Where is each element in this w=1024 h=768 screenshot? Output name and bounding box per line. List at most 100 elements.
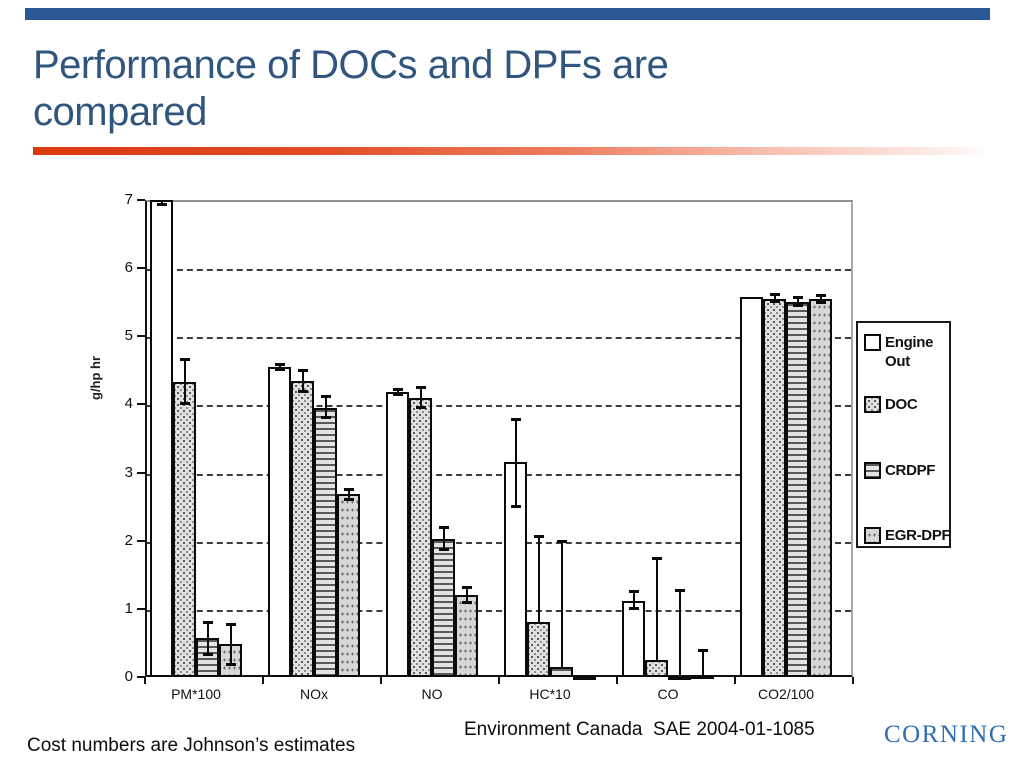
y-axis-tick (137, 539, 145, 542)
bar-doc (291, 380, 314, 677)
error-bar (396, 389, 399, 395)
x-axis-tick (734, 677, 736, 684)
error-bar (701, 649, 704, 675)
y-tick-label: 4 (124, 395, 133, 413)
y-axis-tick (137, 267, 145, 270)
error-bar-cap (461, 601, 472, 605)
error-bar-cap (415, 405, 426, 409)
bar-egr-dpf (455, 595, 478, 677)
gridline (147, 405, 851, 408)
error-bar-cap (556, 539, 567, 543)
legend-label: Engine Out (885, 334, 934, 370)
bar-doc (409, 397, 432, 677)
error-bar-cap (343, 497, 354, 501)
error-bar-cap (343, 487, 354, 491)
bar-egr-dpf (691, 674, 714, 679)
y-tick-label: 5 (124, 327, 133, 345)
error-bar-cap (769, 293, 780, 297)
error-bar (514, 419, 517, 507)
error-bar-cap (674, 589, 685, 593)
legend-item: Engine Out (864, 333, 951, 371)
x-category-label: CO (657, 686, 679, 702)
y-axis-tick (137, 403, 145, 406)
x-axis-tick (852, 677, 854, 684)
error-bar-cap (510, 418, 521, 422)
bar-doc (763, 298, 786, 677)
bar-engine-out (268, 366, 291, 677)
bar-crdpf (550, 666, 573, 677)
bar-egr-dpf (809, 298, 832, 677)
y-tick-label: 6 (124, 259, 133, 277)
error-bar (678, 590, 681, 676)
x-category-label: PM*100 (171, 686, 221, 702)
error-bar-cap (179, 357, 190, 361)
y-tick-label: 3 (124, 463, 133, 481)
error-bar (347, 488, 350, 500)
error-bar (419, 387, 422, 408)
x-category-label: NO (421, 686, 443, 702)
bar-doc (527, 622, 550, 677)
legend-swatch-engine-out-icon (864, 334, 881, 351)
error-bar (160, 200, 163, 205)
error-bar-cap (392, 392, 403, 396)
legend-label: CRDPF (885, 462, 936, 479)
bar-doc (173, 381, 196, 677)
error-bar-cap (320, 416, 331, 420)
legend-swatch-crdpf-icon (864, 462, 881, 479)
legend-swatch-egr-dpf-icon (864, 527, 881, 544)
error-bar (229, 623, 232, 665)
error-bar-cap (202, 621, 213, 625)
error-bar (773, 294, 776, 303)
bar-crdpf (432, 538, 455, 677)
error-bar-cap (628, 606, 639, 610)
error-bar (183, 358, 186, 405)
error-bar-cap (320, 395, 331, 399)
error-bar-cap (202, 652, 213, 656)
error-bar-cap (697, 648, 708, 652)
gridline (147, 473, 851, 476)
error-bar-cap (438, 526, 449, 530)
legend-item: EGR-DPF (864, 526, 951, 545)
error-bar-cap (533, 534, 544, 538)
error-bar (560, 540, 563, 667)
error-bar-cap (651, 556, 662, 560)
x-category-label: HC*10 (529, 686, 571, 702)
error-bar-cap (179, 402, 190, 406)
error-bar-cap (769, 300, 780, 304)
legend-label: DOC (885, 396, 918, 413)
error-bar (442, 527, 445, 551)
bar-engine-out (386, 392, 409, 677)
x-category-label: NOx (300, 686, 328, 702)
legend-item: CRDPF (864, 461, 951, 480)
bar-egr-dpf (573, 676, 596, 681)
chart-legend: Engine Out DOC CRDPF EGR-DPF (856, 321, 951, 548)
y-tick-label: 0 (124, 668, 133, 685)
error-bar-cap (274, 368, 285, 372)
legend-swatch-doc-icon (864, 396, 881, 413)
bar-engine-out (622, 600, 645, 677)
y-axis-tick (137, 676, 145, 678)
error-bar-cap (274, 362, 285, 366)
bar-crdpf (668, 675, 691, 680)
error-bar-cap (792, 296, 803, 300)
error-bar (278, 363, 281, 371)
error-bar-cap (297, 390, 308, 394)
error-bar-cap (297, 369, 308, 373)
x-axis-tick (616, 677, 618, 684)
bar-egr-dpf (337, 494, 360, 677)
gridline (147, 541, 851, 544)
error-bar-cap (461, 586, 472, 590)
gridline (147, 269, 851, 272)
bar-crdpf (314, 407, 337, 677)
legend-item: DOC (864, 395, 951, 414)
x-axis-tick (380, 677, 382, 684)
y-axis-title: g/hp hr (88, 355, 103, 400)
error-bar (655, 557, 658, 660)
y-tick-label: 2 (124, 531, 133, 549)
plot-area (145, 200, 853, 677)
error-bar-cap (815, 294, 826, 298)
bar-engine-out (740, 297, 763, 677)
corning-logo: CORNING (884, 721, 1009, 748)
